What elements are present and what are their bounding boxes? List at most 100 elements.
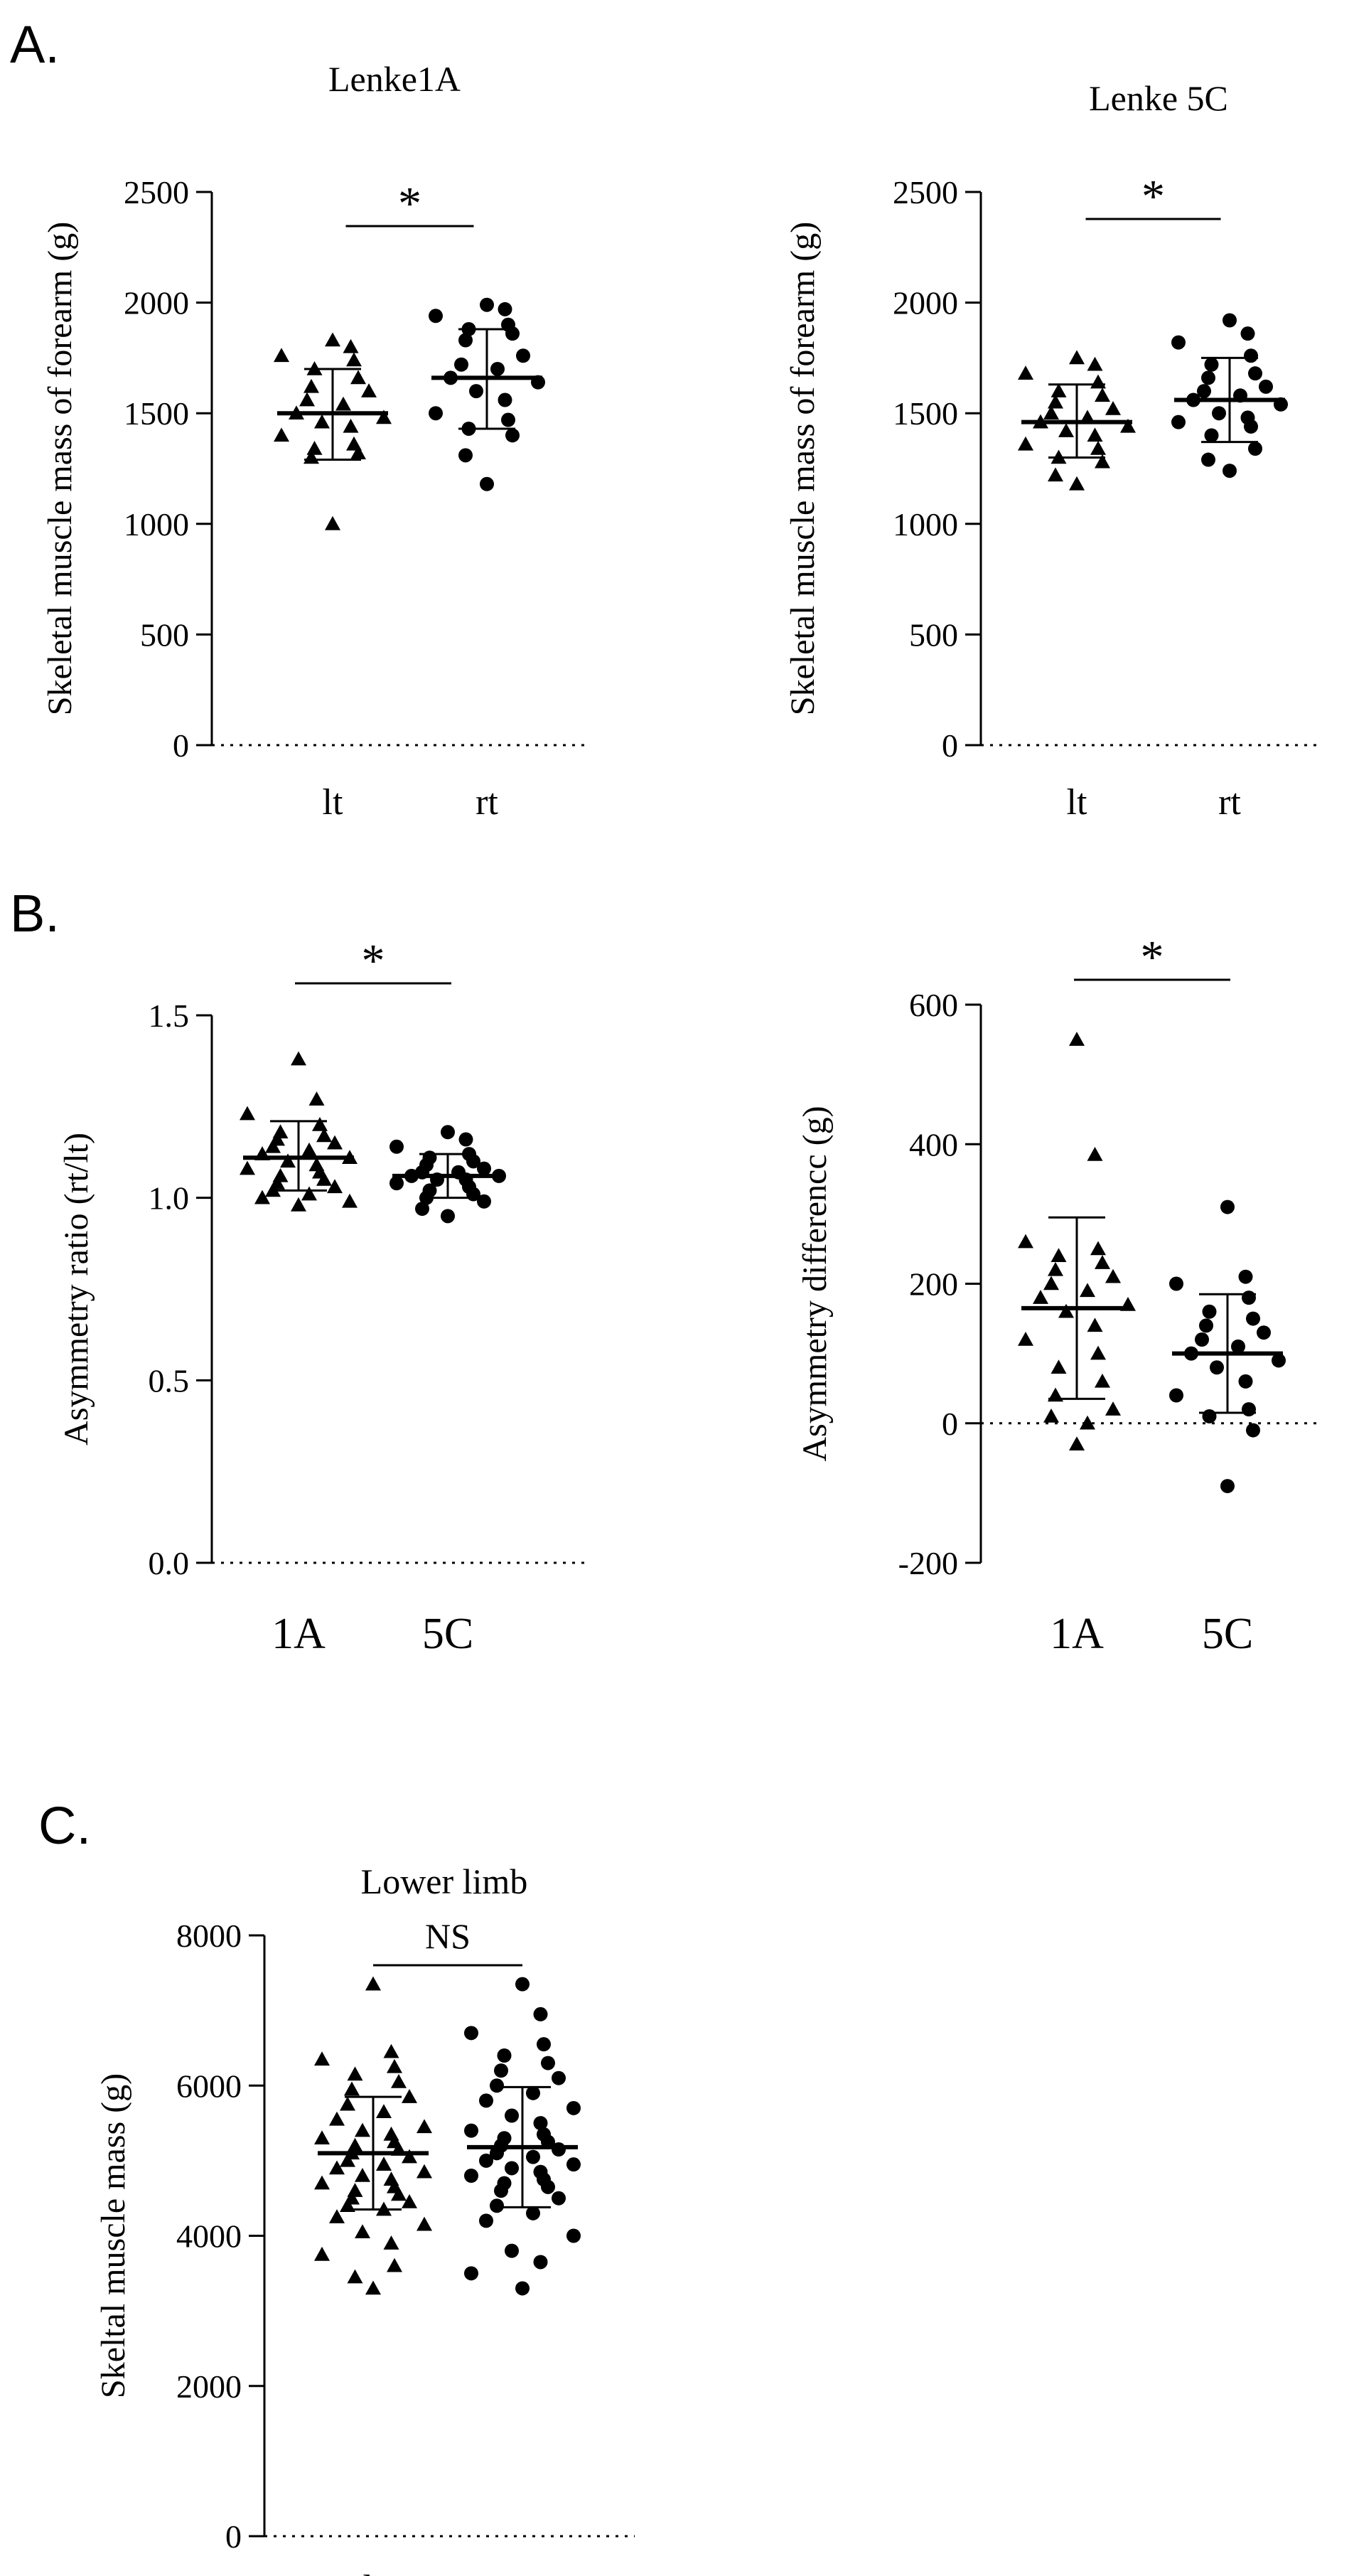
chartB1-point-circle	[466, 1154, 480, 1169]
chartC-point-circle	[464, 2266, 478, 2281]
chartB2-point-circle	[1246, 1311, 1260, 1326]
chartB2-point-circle	[1202, 1409, 1217, 1423]
chartA2-point-circle	[1171, 415, 1186, 429]
chartC-point-triangle	[383, 2235, 399, 2250]
chartB1-point-circle	[458, 1132, 473, 1147]
chartA1-point-triangle	[376, 410, 392, 424]
chartA1-point-triangle	[343, 418, 359, 433]
chartC-point-circle	[490, 2078, 504, 2093]
chartC-category-label: lt	[363, 2568, 384, 2576]
chartA2-point-circle	[1259, 379, 1273, 394]
chartA2-point-circle	[1197, 384, 1211, 399]
chartA1-y-label: Skeletal muscle mass of forearm (g)	[41, 222, 79, 715]
chartC-point-circle	[552, 2070, 566, 2085]
chartC-y-label: Skeltal muscle mass (g)	[95, 2073, 132, 2398]
chartA1-point-triangle	[350, 445, 366, 460]
chartA1-point-circle	[480, 476, 494, 491]
chartA2-point-triangle	[1051, 383, 1067, 397]
chartB2-point-triangle	[1043, 1408, 1059, 1423]
chartB2-point-triangle	[1087, 1318, 1103, 1332]
chartC-point-triangle	[314, 2051, 330, 2066]
chartC-point-triangle	[340, 2096, 355, 2111]
chartC-point-circle	[526, 2206, 540, 2220]
chartB1-ytick-label: 1.5	[149, 998, 190, 1034]
chartC-point-circle	[552, 2142, 566, 2157]
chartC-significance-label: NS	[425, 1916, 471, 1956]
chartB2-point-circle	[1202, 1304, 1217, 1319]
chartB1-point-triangle	[312, 1117, 328, 1131]
chartC-point-circle	[566, 2100, 581, 2115]
chartB2-point-triangle	[1080, 1415, 1095, 1430]
chartA1-ytick-label: 500	[140, 616, 189, 653]
chartA2-point-circle	[1248, 366, 1262, 381]
chartB1-point-triangle	[342, 1193, 358, 1208]
chartB2-point-circle	[1169, 1276, 1183, 1291]
chartC-point-triangle	[402, 2089, 417, 2103]
chartB2-point-circle	[1238, 1269, 1253, 1284]
chartA2-ytick-label: 1000	[893, 506, 958, 543]
chartB1-point-triangle	[301, 1142, 317, 1157]
chartA1-point-triangle	[350, 370, 366, 385]
chartA2-point-triangle	[1069, 350, 1085, 365]
chartA2-point-triangle	[1090, 440, 1106, 455]
chartA1-category-label: rt	[475, 782, 498, 823]
chartB2-point-triangle	[1105, 1268, 1121, 1283]
chartB2-point-circle	[1242, 1402, 1256, 1417]
chartC-point-triangle	[355, 2168, 370, 2182]
chartC-point-triangle	[314, 2246, 330, 2261]
chartA1-point-circle	[516, 348, 530, 363]
chartC-point-triangle	[355, 2224, 370, 2239]
chartC-ytick-label: 2000	[176, 2368, 242, 2405]
chartB2-point-circle	[1272, 1353, 1286, 1368]
chartB1-point-triangle	[327, 1179, 343, 1194]
chartC-point-triangle	[417, 2119, 432, 2134]
chartA1-group: Lenke1A 0 500 1000 1500 2000 2500 Skeletal musc…	[41, 59, 590, 823]
chartA1-point-triangle	[306, 440, 323, 455]
chartA1-point-circle	[498, 392, 512, 407]
chartB2-point-triangle	[1058, 1303, 1074, 1318]
chartA2-significance-label: *	[1141, 171, 1165, 223]
panel-label-b: B.	[10, 884, 60, 943]
chartC-point-circle	[533, 2255, 548, 2270]
chartB2-point-triangle	[1080, 1283, 1095, 1298]
chartA1-point-circle	[505, 428, 520, 443]
chartA1-point-triangle	[361, 383, 377, 397]
chartA2-category-label: lt	[1067, 782, 1087, 823]
chartA2-point-triangle	[1018, 436, 1033, 451]
chartB1-point-triangle	[291, 1197, 306, 1212]
chartA2-point-triangle	[1087, 427, 1103, 442]
chartB2-category-label: 5C	[1202, 1610, 1253, 1658]
chartA2-point-triangle	[1058, 423, 1074, 437]
chartB1-group: 0.0 0.5 1.0 1.5 Asymmetry ratio (rt/lt) 1A 5C *	[58, 935, 590, 1658]
chartB1-ytick-label: 0.0	[149, 1545, 190, 1581]
chartB2-category-label: 1A	[1050, 1610, 1104, 1658]
chartB1-point-circle	[441, 1125, 455, 1140]
chartA2-point-triangle	[1120, 418, 1136, 433]
chartA2-ytick-label: 1500	[893, 395, 958, 432]
chartB2-point-circle	[1195, 1332, 1209, 1347]
chartA2-point-circle	[1240, 326, 1255, 341]
chartB2-point-triangle	[1051, 1359, 1067, 1374]
chartB1-point-triangle	[316, 1128, 332, 1143]
chartC-point-circle	[490, 2146, 504, 2161]
chartC-point-triangle	[376, 2157, 392, 2171]
chartB2-point-triangle	[1087, 1146, 1103, 1161]
chartA1-significance-label: *	[398, 178, 421, 230]
chartA1-ytick-label: 0	[173, 727, 189, 764]
chartB1-significance-label: *	[362, 935, 385, 987]
chartC-point-triangle	[383, 2043, 399, 2058]
chartC-point-triangle	[329, 2111, 345, 2126]
chartC-point-triangle	[314, 2130, 330, 2144]
chartC-point-circle	[533, 2116, 548, 2131]
chartC-point-circle	[464, 2169, 478, 2183]
chartB1-point-triangle	[301, 1186, 317, 1201]
chartA1-point-circle	[490, 361, 505, 376]
chartA2-point-circle	[1204, 428, 1219, 443]
chartC-point-circle	[526, 2149, 540, 2164]
chartA2-point-circle	[1248, 441, 1262, 456]
chartC-point-triangle	[329, 2209, 345, 2223]
chartA1-ytick-label: 1000	[124, 506, 189, 543]
chartA2-point-circle	[1171, 335, 1186, 350]
chartB2-point-circle	[1220, 1199, 1235, 1214]
